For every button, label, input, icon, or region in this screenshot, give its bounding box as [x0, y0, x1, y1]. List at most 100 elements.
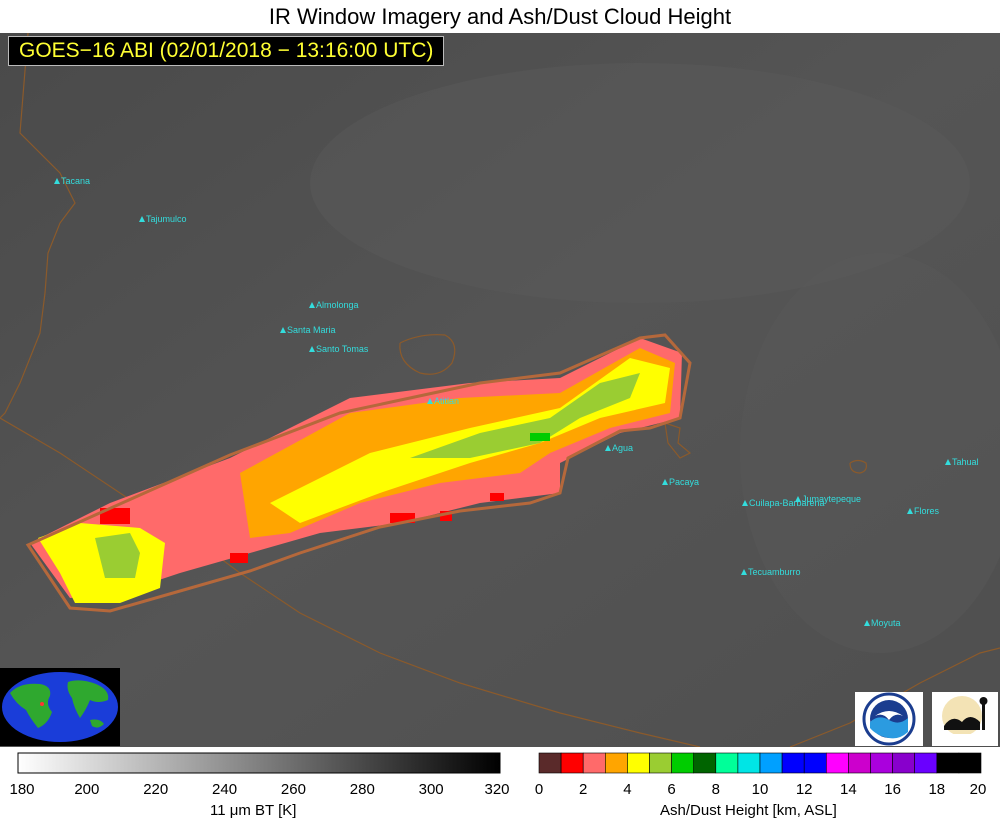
ash-pixel-red	[440, 511, 452, 521]
volcano-label: Flores	[914, 506, 940, 516]
volcano-label: Tecuamburro	[748, 567, 801, 577]
ir-colorbar	[17, 752, 501, 774]
ash-color-segment	[848, 752, 871, 774]
ash-tick-label: 8	[711, 781, 720, 798]
noaa-emblem	[862, 692, 916, 746]
volcano-triangle-icon	[54, 178, 60, 184]
volcano-label: Tacana	[61, 176, 90, 186]
ir-tick-label: 180	[9, 781, 35, 798]
volcano-triangle-icon	[427, 398, 433, 404]
volcano-marker[interactable]: Agua	[605, 443, 633, 453]
ash-tick-label: 6	[667, 781, 676, 798]
volcano-marker[interactable]: Pacaya	[662, 477, 699, 487]
volcano-label: Pacaya	[669, 477, 699, 487]
volcano-triangle-icon	[309, 302, 315, 308]
ash-tick-label: 14	[840, 781, 857, 798]
ash-pixel-red	[230, 553, 248, 563]
cimss-logo	[932, 692, 998, 746]
volcano-label: Tajumulco	[146, 214, 187, 224]
ash-color-segment	[870, 752, 893, 774]
ash-color-segment	[671, 752, 695, 774]
ash-color-segment	[627, 752, 650, 774]
volcano-triangle-icon	[605, 445, 611, 451]
volcano-label: Santo Tomas	[316, 344, 369, 354]
ash-color-segment	[914, 752, 938, 774]
ash-pixel-green	[530, 433, 550, 441]
ir-tick-label: 280	[349, 781, 375, 798]
volcano-triangle-icon	[741, 569, 747, 575]
volcano-layer: Tacana Tajumulco Almolonga Santa Maria Santo…	[54, 176, 979, 628]
ash-color-segment	[737, 752, 761, 774]
volcano-marker[interactable]: Cuilapa-Barbarena	[742, 498, 825, 508]
satellite-map[interactable]: Tacana Tajumulco Almolonga Santa Maria Santo…	[0, 33, 1000, 747]
volcano-triangle-icon	[795, 496, 801, 502]
ash-layer-west-green	[95, 533, 140, 578]
volcano-marker[interactable]: Tecuamburro	[741, 567, 801, 577]
volcano-marker[interactable]: Santo Tomas	[309, 344, 369, 354]
volcano-triangle-icon	[864, 620, 870, 626]
ash-tick-label: 2	[579, 781, 588, 798]
image-subtitle: GOES−16 ABI (02/01/2018 − 13:16:00 UTC)	[8, 36, 445, 66]
volcano-label: Almolonga	[316, 300, 359, 310]
ash-color-segment	[892, 752, 916, 774]
ash-colorbar	[538, 752, 982, 774]
ash-pixel-red	[100, 508, 130, 524]
border-lines	[0, 33, 1000, 747]
ir-tick-label: 320	[484, 781, 510, 798]
volcano-marker[interactable]: Santa Maria	[280, 325, 336, 335]
ir-tick-label: 240	[212, 781, 238, 798]
ash-color-segment	[693, 752, 717, 774]
ash-color-segment	[825, 752, 849, 774]
ash-pixel-red	[390, 513, 415, 523]
ash-cloud	[30, 338, 682, 603]
volcano-marker[interactable]: Flores	[907, 506, 940, 516]
ash-color-segment	[538, 752, 562, 774]
volcano-marker[interactable]: Tajumulco	[139, 214, 187, 224]
ir-tick-label: 200	[74, 781, 100, 798]
cloud-patch	[740, 253, 1000, 653]
ash-color-segment	[936, 752, 960, 774]
ash-color-segment	[715, 752, 739, 774]
ir-tick-label: 220	[143, 781, 169, 798]
page-title: IR Window Imagery and Ash/Dust Cloud Hei…	[268, 4, 732, 29]
ir-tick-label: 260	[280, 781, 306, 798]
volcano-triangle-icon	[907, 508, 913, 514]
ash-colorbar-title: Ash/Dust Height [km, ASL]	[660, 802, 837, 819]
ash-color-segment	[759, 752, 783, 774]
ash-tick-label: 16	[884, 781, 901, 798]
volcano-marker[interactable]: Tahual	[945, 457, 979, 467]
volcano-triangle-icon	[742, 500, 748, 506]
globe-ocean	[2, 672, 118, 742]
volcano-label: Tahual	[952, 457, 979, 467]
ir-colorbar-title: 11 μm BT [K]	[210, 802, 297, 819]
ash-color-segment	[781, 752, 805, 774]
volcano-label: Agua	[612, 443, 633, 453]
ir-colorbar-gradient	[17, 752, 501, 774]
volcano-triangle-icon	[945, 459, 951, 465]
volcano-triangle-icon	[139, 216, 145, 222]
volcano-triangle-icon	[280, 327, 286, 333]
volcano-label: Moyuta	[871, 618, 901, 628]
ash-tick-label: 4	[623, 781, 632, 798]
ash-tick-label: 10	[751, 781, 769, 798]
ash-color-segment	[605, 752, 628, 774]
ir-tick-label: 300	[418, 781, 444, 798]
ash-color-segment	[582, 752, 606, 774]
volcano-marker[interactable]: Atitlan	[427, 396, 459, 406]
volcano-label: Jumaytepeque	[802, 494, 861, 504]
volcano-label: Atitlan	[434, 396, 459, 406]
volcano-marker[interactable]: Almolonga	[309, 300, 359, 310]
ash-color-segment	[958, 752, 982, 774]
ash-color-segment	[649, 752, 672, 774]
cimss-emblem	[934, 696, 996, 744]
volcano-marker[interactable]: Moyuta	[864, 618, 901, 628]
globe-landmass	[10, 680, 109, 728]
ash-tick-label: 20	[969, 781, 987, 798]
globe-location-marker	[40, 702, 44, 706]
volcano-triangle-icon	[662, 479, 668, 485]
noaa-logo	[855, 692, 923, 746]
volcano-marker[interactable]: Tacana	[54, 176, 90, 186]
volcano-marker[interactable]: Jumaytepeque	[795, 494, 861, 504]
ash-color-segment	[560, 752, 584, 774]
cloud-patch	[310, 63, 970, 303]
